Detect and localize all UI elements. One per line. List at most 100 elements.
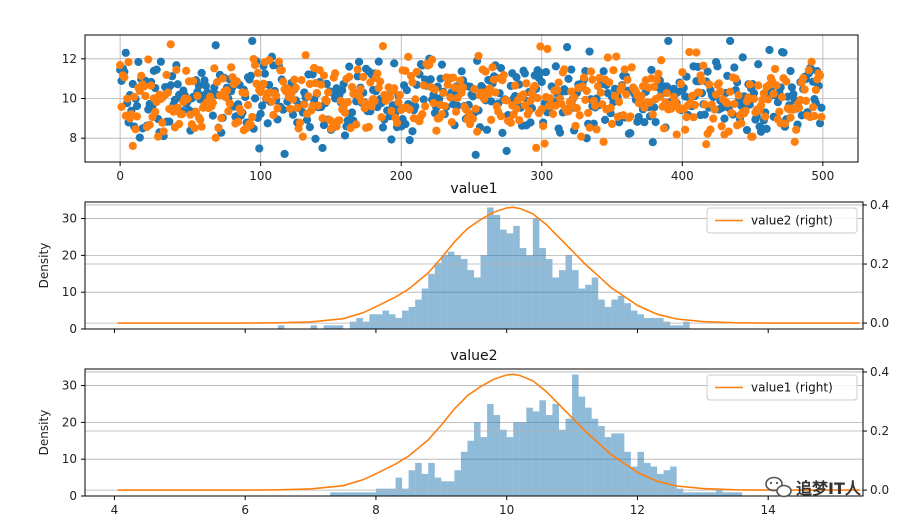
scatter-point	[588, 75, 597, 84]
y-tick-label: 30	[62, 212, 77, 226]
scatter-point	[437, 60, 447, 69]
scatter-point	[183, 95, 192, 104]
histogram-bar	[454, 255, 461, 329]
histogram-bar	[467, 440, 474, 496]
histogram-bar	[441, 481, 448, 496]
scatter-point	[182, 66, 191, 75]
scatter-point	[582, 86, 591, 96]
scatter-point	[259, 79, 268, 88]
scatter-point	[585, 123, 594, 132]
x-tick-label: 4	[111, 503, 119, 517]
x-tick-label: 6	[241, 503, 249, 517]
histogram-bar	[617, 295, 625, 329]
scatter-point	[657, 56, 666, 65]
scatter-point	[801, 96, 811, 105]
scatter-point	[366, 78, 375, 87]
scatter-point	[564, 107, 573, 116]
scatter-point	[471, 104, 480, 113]
scatter-point	[526, 118, 535, 127]
scatter-panel: 0 100 200 300 400 500 8 10 12	[62, 34, 859, 183]
scatter-point	[607, 119, 617, 129]
histogram-bar	[493, 214, 501, 329]
histogram-bar	[454, 470, 461, 496]
scatter-point	[730, 99, 739, 109]
scatter-point	[804, 66, 813, 75]
histogram-bar	[578, 288, 586, 329]
scatter-point	[280, 149, 289, 159]
scatter-point	[370, 96, 379, 106]
scatter-point	[690, 100, 700, 110]
x-tick-label: 8	[372, 503, 380, 517]
scatter-point	[314, 101, 323, 110]
histogram-bar	[683, 492, 690, 496]
scatter-point	[741, 106, 750, 115]
scatter-point	[713, 62, 722, 71]
scatter-point	[250, 61, 260, 70]
scatter-point	[571, 121, 580, 131]
histogram-bar	[519, 422, 527, 496]
histogram-bar	[434, 477, 442, 496]
scatter-point	[815, 119, 825, 128]
scatter-point	[387, 135, 396, 144]
scatter-point	[277, 66, 286, 75]
scatter-point	[135, 133, 144, 142]
scatter-point	[253, 68, 262, 78]
scatter-point	[319, 71, 329, 80]
histogram-bar	[349, 492, 357, 496]
scatter-point	[243, 101, 253, 110]
histogram-bar	[591, 277, 599, 329]
histogram-bar	[598, 299, 605, 329]
scatter-point	[640, 118, 649, 127]
scatter-point	[443, 80, 452, 89]
histogram-bar	[637, 314, 644, 329]
scatter-point	[152, 65, 161, 74]
histogram-bar	[349, 321, 357, 329]
scatter-point	[539, 121, 548, 131]
scatter-point	[612, 52, 621, 61]
scatter-point	[502, 146, 511, 156]
scatter-point	[634, 112, 643, 122]
scatter-point	[236, 107, 246, 116]
scatter-point	[575, 111, 584, 120]
scatter-point	[754, 60, 763, 69]
scatter-point	[406, 72, 416, 81]
scatter-point	[248, 36, 257, 46]
scatter-point	[496, 112, 506, 121]
histogram-bar	[421, 288, 429, 329]
y2-tick-label: 0.4	[870, 198, 889, 212]
scatter-point	[648, 138, 657, 147]
scatter-point	[232, 77, 241, 86]
scatter-point	[308, 70, 317, 79]
histogram-bar	[709, 492, 716, 496]
scatter-point	[734, 91, 743, 100]
scatter-point	[429, 98, 438, 108]
scatter-point	[761, 112, 770, 121]
histogram-bar	[375, 314, 383, 329]
scatter-point	[269, 110, 278, 120]
scatter-point	[470, 84, 479, 94]
scatter-point	[537, 77, 546, 87]
y-tick-label: 10	[62, 285, 77, 299]
scatter-point	[395, 90, 404, 100]
x-tick-label: 10	[499, 503, 514, 517]
scatter-point	[525, 106, 534, 116]
scatter-point	[759, 89, 768, 98]
histogram-bar	[428, 273, 435, 329]
scatter-point	[162, 70, 171, 80]
histogram-bar	[585, 284, 592, 329]
histogram-bar	[356, 492, 363, 496]
scatter-point	[255, 144, 264, 153]
scatter-point	[584, 108, 593, 118]
histogram-bar	[467, 270, 474, 329]
scatter-point	[159, 127, 168, 136]
scatter-point	[401, 119, 410, 129]
scatter-point	[817, 103, 826, 112]
scatter-point	[172, 65, 181, 74]
scatter-point	[117, 102, 126, 111]
scatter-point	[609, 66, 618, 75]
scatter-point	[787, 83, 797, 92]
scatter-point	[786, 113, 795, 122]
histogram-bar	[539, 248, 546, 329]
scatter-point	[153, 132, 163, 141]
